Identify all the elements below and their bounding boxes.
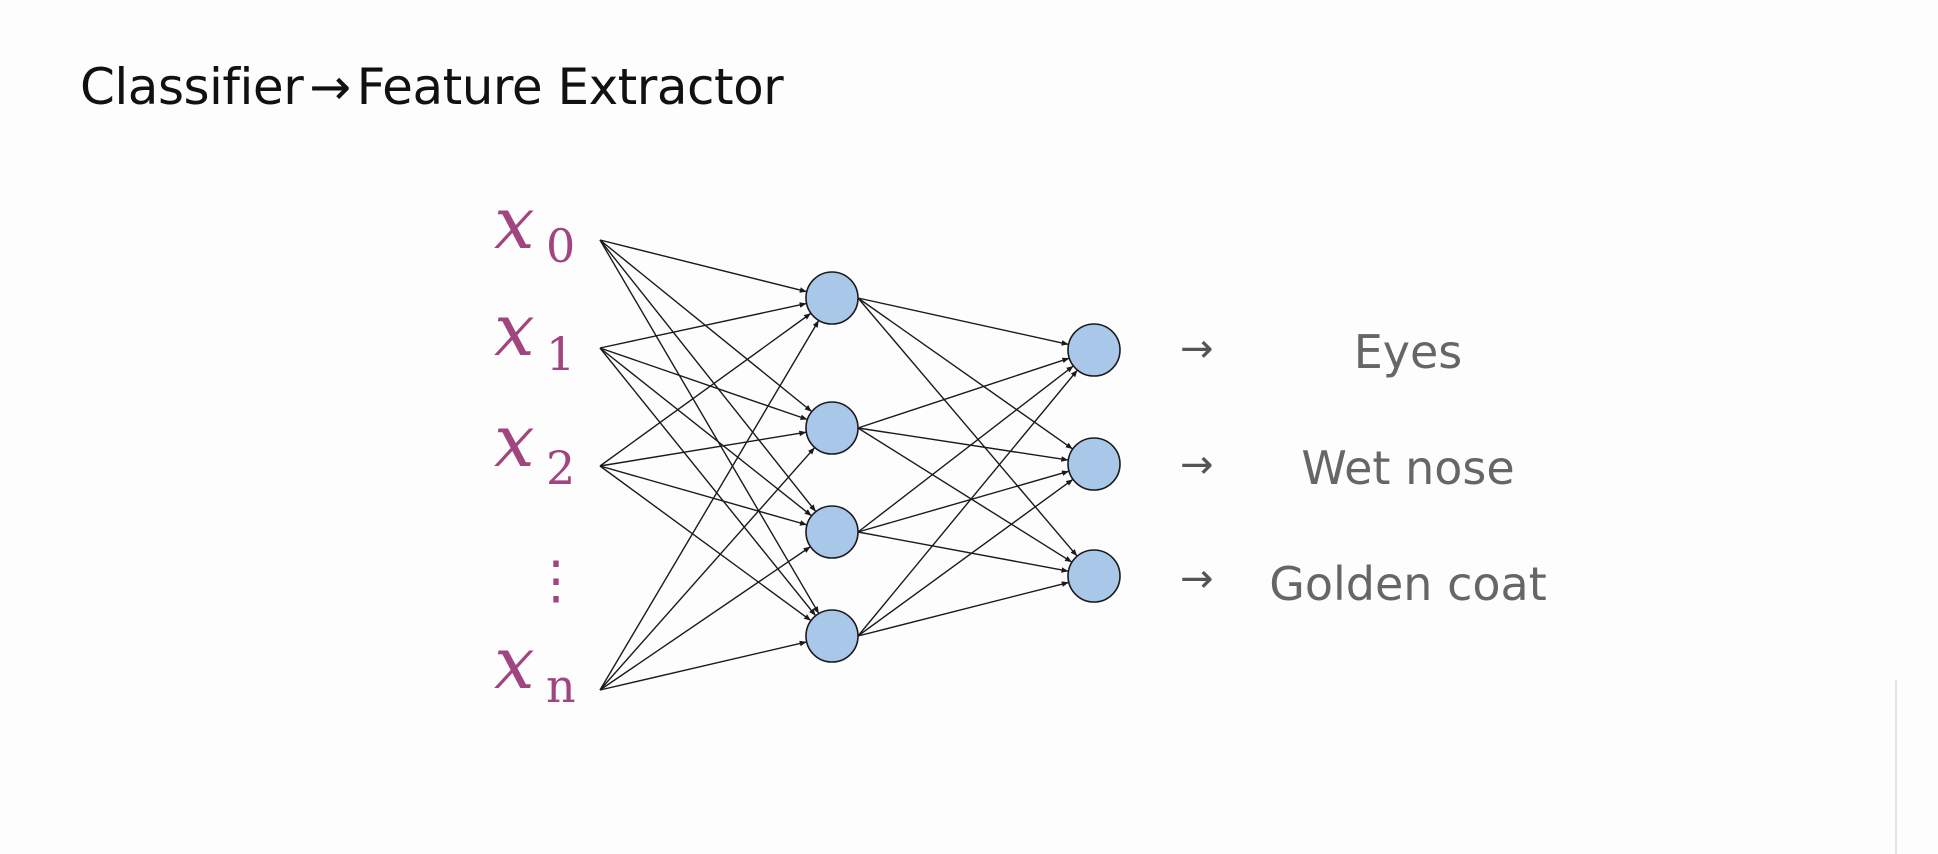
edge-hidden-1-output-0 [857, 357, 1070, 429]
edge-hidden-1-output-1 [857, 427, 1069, 462]
edge-hidden-0-output-1 [857, 297, 1074, 450]
output-row-wet-nose: → Wet nose [1180, 441, 1515, 495]
output-label-golden-coat: Golden coat [1269, 557, 1547, 611]
title-classifier: Classifier [80, 58, 304, 116]
edge-hidden-3-output-0 [857, 369, 1078, 637]
edge-hidden-1-output-2 [857, 427, 1073, 563]
edge-input-1-hidden-1 [599, 347, 808, 421]
edge-hidden-0-output-0 [857, 297, 1069, 346]
title-feature-extractor: Feature Extractor [356, 58, 784, 116]
svg-text:⋮: ⋮ [530, 551, 582, 611]
svg-text:2: 2 [546, 441, 575, 495]
hidden-node-0 [805, 271, 859, 325]
edge-hidden-3-output-1 [857, 478, 1074, 637]
edge-input-1-hidden-3 [599, 347, 817, 617]
svg-text:x: x [494, 181, 535, 265]
edge-input-0-hidden-3 [599, 239, 820, 614]
input-label-xn: x n [494, 621, 576, 713]
edge-input-2-hidden-2 [599, 465, 808, 526]
hidden-node-2 [805, 505, 859, 559]
output-row-golden-coat: → Golden coat [1180, 556, 1547, 611]
edge-hidden-3-output-2 [857, 581, 1069, 637]
title-arrow-icon: → [309, 58, 351, 116]
edge-hidden-0-output-2 [857, 297, 1078, 557]
svg-text:1: 1 [546, 327, 575, 381]
hidden-node-1 [805, 401, 859, 455]
edge-hidden-2-output-2 [857, 531, 1069, 573]
edge-input-0-hidden-2 [599, 239, 817, 513]
output-node-2 [1067, 549, 1121, 603]
output-arrow-icon: → [1180, 442, 1214, 488]
edge-input-3-hidden-2 [599, 546, 811, 691]
edge-input-3-hidden-0 [599, 320, 820, 691]
output-arrow-icon: → [1180, 326, 1214, 372]
output-label-eyes: Eyes [1354, 325, 1463, 379]
edge-input-2-hidden-1 [599, 430, 807, 467]
edge-hidden-2-output-0 [857, 365, 1074, 533]
slide-title: Classifier → Feature Extractor [80, 58, 784, 116]
output-node-1 [1067, 437, 1121, 491]
edge-input-3-hidden-1 [599, 447, 816, 691]
edge-divider [1895, 680, 1897, 854]
network-edges [599, 239, 1078, 691]
input-label-x2: x 2 [494, 399, 575, 495]
svg-text:x: x [494, 399, 535, 483]
svg-text:0: 0 [546, 219, 575, 273]
output-label-wet-nose: Wet nose [1301, 441, 1514, 495]
edge-input-0-hidden-0 [599, 239, 807, 293]
svg-text:x: x [494, 288, 535, 372]
output-row-eyes: → Eyes [1180, 325, 1462, 379]
edge-hidden-2-output-1 [857, 470, 1070, 533]
network-nodes [805, 271, 1121, 663]
edge-input-2-hidden-3 [599, 465, 812, 622]
input-label-x0: x 0 [494, 181, 575, 273]
edge-input-2-hidden-0 [599, 312, 812, 467]
input-ellipsis: ⋮ [530, 551, 582, 611]
svg-text:n: n [546, 659, 576, 713]
edge-input-1-hidden-0 [599, 302, 807, 349]
output-node-0 [1067, 323, 1121, 377]
hidden-node-3 [805, 609, 859, 663]
svg-text:x: x [494, 621, 535, 705]
output-arrow-icon: → [1180, 556, 1214, 602]
edge-input-1-hidden-2 [599, 347, 813, 517]
edge-input-3-hidden-3 [599, 640, 807, 691]
input-label-x1: x 1 [494, 288, 575, 381]
